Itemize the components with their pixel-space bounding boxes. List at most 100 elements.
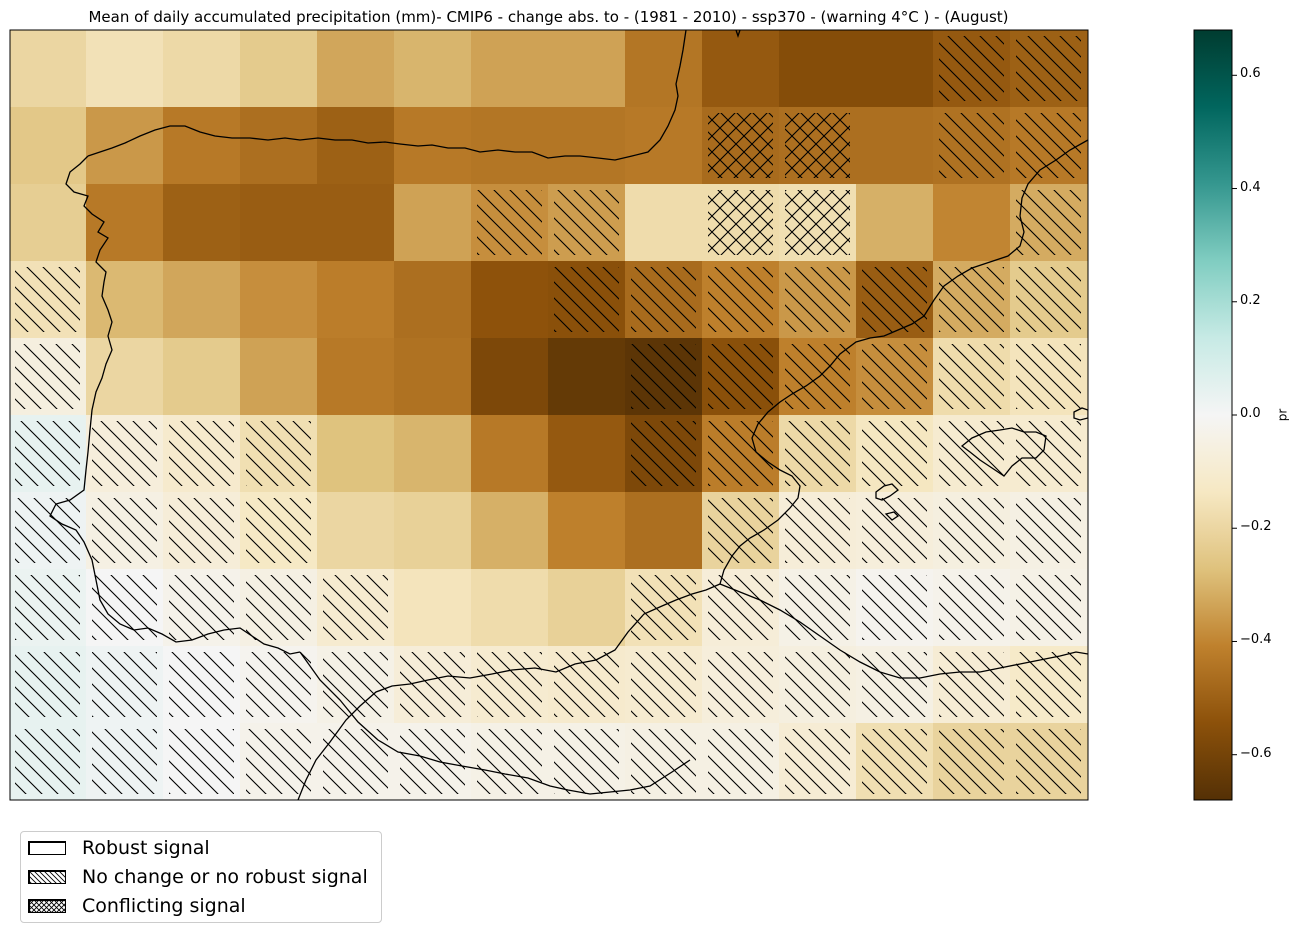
no-robust-signal-hatch	[246, 498, 311, 563]
colorbar-tick-label: 0.2	[1240, 292, 1261, 308]
grid-cell	[394, 30, 472, 108]
coastline-gibraltar-strait	[299, 651, 691, 795]
no-robust-signal-hatch	[169, 652, 234, 717]
grid-cell	[240, 338, 318, 416]
no-robust-signal-hatch	[708, 575, 773, 640]
grid-cell	[856, 107, 934, 185]
colorbar-label: pr	[1275, 408, 1290, 422]
no-robust-signal-hatch	[92, 421, 157, 486]
legend-item-no-change: No change or no robust signal	[28, 866, 368, 888]
grid-cell	[548, 492, 626, 570]
grid-cell	[163, 30, 241, 108]
signal-hatching	[15, 36, 1081, 794]
grid-cell	[317, 107, 395, 185]
grid-cell	[10, 30, 87, 108]
no-robust-signal-hatch	[477, 652, 542, 717]
grid-cell	[394, 569, 472, 647]
no-robust-signal-hatch	[939, 267, 1004, 332]
coastlines	[49, 30, 1088, 800]
no-robust-signal-hatch	[785, 267, 850, 332]
no-robust-signal-hatch	[631, 652, 696, 717]
grid-cell	[548, 107, 626, 185]
grid-cell	[10, 107, 87, 185]
grid-cell	[317, 338, 395, 416]
no-robust-signal-hatch	[862, 652, 927, 717]
grid-cell	[240, 107, 318, 185]
no-robust-signal-hatch	[169, 498, 234, 563]
no-robust-signal-hatch	[862, 344, 927, 409]
colorbar-tick-label: −0.2	[1240, 519, 1272, 535]
no-robust-signal-hatch	[246, 575, 311, 640]
colorbar-tick-label: −0.4	[1240, 632, 1272, 648]
no-robust-signal-hatch	[708, 729, 773, 794]
grid-cell	[933, 184, 1011, 262]
grid-cell	[163, 338, 241, 416]
no-robust-signal-hatch	[862, 729, 927, 794]
grid-cell	[317, 492, 395, 570]
no-robust-signal-hatch	[169, 575, 234, 640]
grid-cell	[240, 184, 318, 262]
grid-cell	[471, 30, 549, 108]
no-robust-signal-hatch	[785, 421, 850, 486]
no-robust-signal-hatch	[631, 575, 696, 640]
no-robust-signal-hatch	[400, 652, 465, 717]
grid-cell	[548, 338, 626, 416]
legend-item-conflicting: Conflicting signal	[28, 895, 246, 917]
grid-cell	[625, 107, 703, 185]
no-robust-signal-hatch	[323, 575, 388, 640]
grid-cell	[394, 415, 472, 493]
no-robust-signal-hatch	[939, 652, 1004, 717]
no-robust-signal-hatch	[1016, 36, 1081, 101]
grid-cell	[548, 415, 626, 493]
no-robust-signal-hatch	[939, 498, 1004, 563]
grid-cell	[471, 415, 549, 493]
grid-cell	[163, 184, 241, 262]
grid-cell	[317, 415, 395, 493]
no-robust-signal-hatch	[939, 344, 1004, 409]
conflicting-signal-hatch	[785, 113, 850, 178]
colorbar-gradient	[1193, 29, 1233, 801]
no-robust-signal-hatch	[15, 498, 80, 563]
grid-cell	[625, 492, 703, 570]
grid-cell	[856, 30, 934, 108]
no-robust-signal-hatch	[246, 421, 311, 486]
legend-item-robust: Robust signal	[28, 837, 210, 859]
grid-cell	[240, 30, 318, 108]
no-robust-signal-hatch	[15, 344, 80, 409]
no-robust-signal-hatch	[15, 421, 80, 486]
coastline-iberia-north-atlantic	[87, 30, 687, 161]
grid-cell	[240, 261, 318, 339]
no-robust-signal-hatch	[92, 498, 157, 563]
no-robust-signal-hatch	[708, 421, 773, 486]
no-robust-signal-hatch	[477, 190, 542, 255]
no-robust-signal-hatch	[862, 498, 927, 563]
no-robust-signal-hatch	[708, 344, 773, 409]
no-robust-signal-hatch	[785, 498, 850, 563]
grid-cell	[86, 107, 164, 185]
coastline-africa-north	[297, 583, 721, 800]
colorbar-ticks	[1232, 74, 1237, 756]
no-robust-signal-hatch	[939, 36, 1004, 101]
grid-cell	[86, 261, 164, 339]
coastline-iberia-east	[719, 139, 1088, 585]
grid-cell	[471, 492, 549, 570]
grid-cell	[471, 107, 549, 185]
no-robust-signal-hatch	[1016, 113, 1081, 178]
no-robust-signal-hatch	[15, 575, 80, 640]
no-robust-signal-hatch	[939, 575, 1004, 640]
colorbar-tick-label: 0.4	[1240, 179, 1261, 195]
no-robust-signal-hatch	[15, 729, 80, 794]
no-robust-signal-hatch	[708, 267, 773, 332]
no-robust-signal-hatch	[92, 575, 157, 640]
no-robust-signal-hatch	[785, 575, 850, 640]
island-mallorca	[960, 427, 1047, 477]
colorbar-tick-label: 0.0	[1240, 406, 1261, 421]
no-robust-signal-hatch	[631, 344, 696, 409]
map-title: Mean of daily accumulated precipitation …	[88, 8, 1009, 26]
no-robust-signal-hatch	[554, 190, 619, 255]
colorbar-tick-label: −0.6	[1240, 745, 1272, 761]
grid-cell	[394, 184, 472, 262]
grid-cell	[86, 338, 164, 416]
no-robust-signal-hatch	[939, 113, 1004, 178]
